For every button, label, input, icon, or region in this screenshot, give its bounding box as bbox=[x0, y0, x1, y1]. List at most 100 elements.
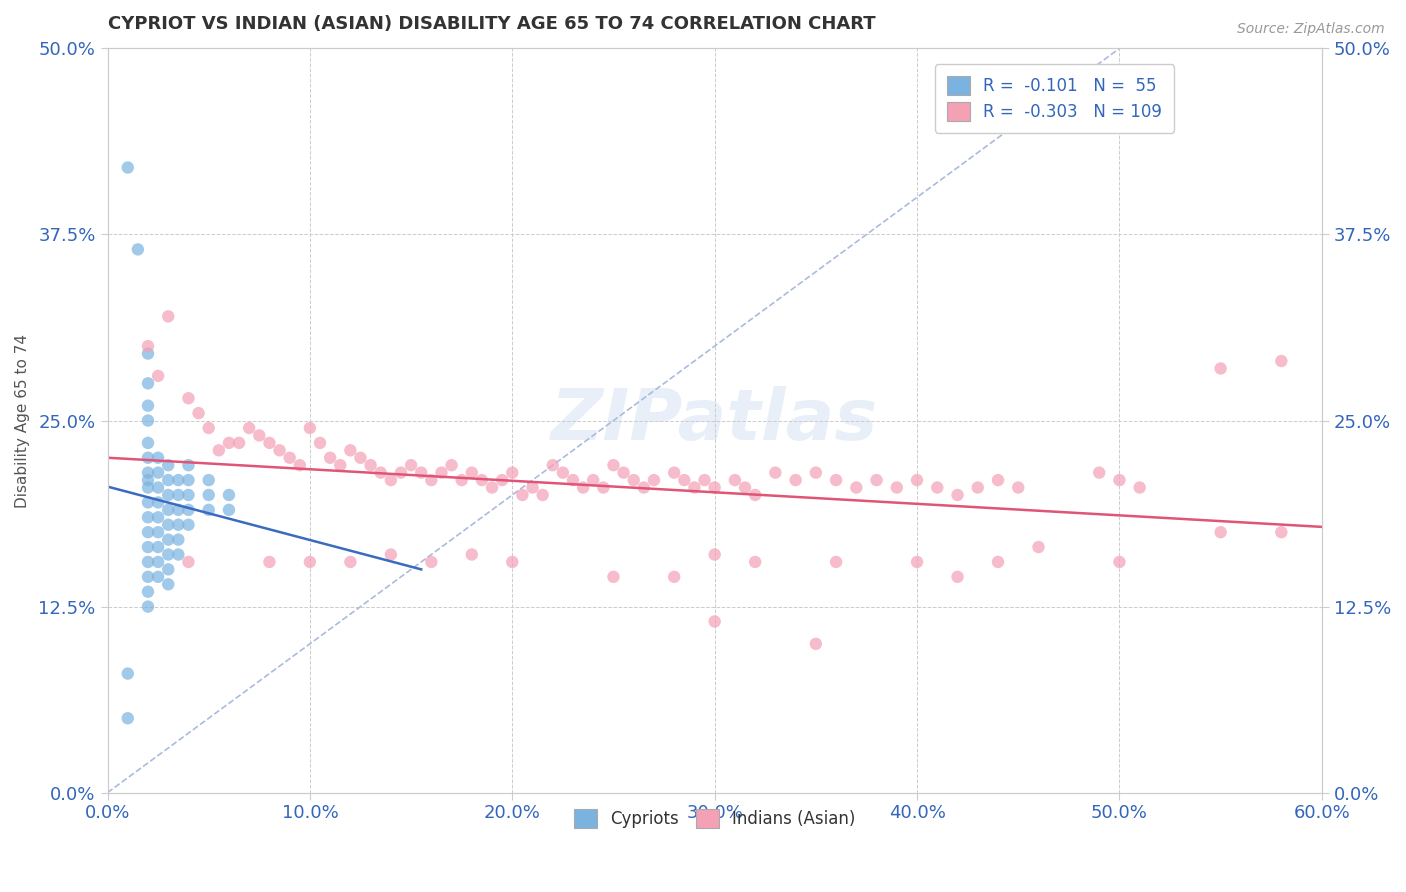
Point bbox=[703, 481, 725, 495]
Point bbox=[693, 473, 716, 487]
Point bbox=[278, 450, 301, 465]
Point bbox=[218, 503, 240, 517]
Point bbox=[247, 428, 270, 442]
Point bbox=[197, 488, 219, 502]
Point bbox=[551, 466, 574, 480]
Point bbox=[136, 339, 159, 353]
Point bbox=[1129, 481, 1152, 495]
Point bbox=[146, 495, 169, 509]
Point bbox=[450, 473, 472, 487]
Point bbox=[531, 488, 554, 502]
Point bbox=[136, 466, 159, 480]
Point bbox=[136, 540, 159, 554]
Point bbox=[157, 548, 180, 562]
Point bbox=[643, 473, 665, 487]
Point bbox=[136, 435, 159, 450]
Point bbox=[349, 450, 371, 465]
Point bbox=[197, 473, 219, 487]
Point bbox=[177, 391, 200, 405]
Point bbox=[136, 473, 159, 487]
Point bbox=[572, 481, 595, 495]
Point bbox=[157, 577, 180, 591]
Point bbox=[136, 413, 159, 427]
Point bbox=[724, 473, 747, 487]
Point bbox=[987, 555, 1010, 569]
Point bbox=[592, 481, 614, 495]
Point bbox=[177, 488, 200, 502]
Point bbox=[1007, 481, 1029, 495]
Point bbox=[461, 466, 484, 480]
Point bbox=[157, 458, 180, 473]
Point bbox=[146, 540, 169, 554]
Point bbox=[602, 570, 624, 584]
Point bbox=[157, 310, 180, 324]
Point bbox=[664, 570, 686, 584]
Point bbox=[703, 615, 725, 629]
Point bbox=[167, 473, 190, 487]
Point bbox=[177, 458, 200, 473]
Y-axis label: Disability Age 65 to 74: Disability Age 65 to 74 bbox=[15, 334, 30, 508]
Point bbox=[339, 555, 361, 569]
Point bbox=[845, 481, 868, 495]
Point bbox=[886, 481, 908, 495]
Point bbox=[146, 555, 169, 569]
Point bbox=[136, 525, 159, 540]
Point bbox=[785, 473, 807, 487]
Point bbox=[1209, 525, 1232, 540]
Point bbox=[825, 473, 848, 487]
Point bbox=[329, 458, 352, 473]
Point bbox=[157, 533, 180, 547]
Point bbox=[522, 481, 544, 495]
Point bbox=[380, 473, 402, 487]
Point bbox=[471, 473, 494, 487]
Point bbox=[865, 473, 887, 487]
Point bbox=[269, 443, 291, 458]
Point bbox=[562, 473, 585, 487]
Point bbox=[146, 368, 169, 383]
Point bbox=[298, 421, 321, 435]
Point bbox=[613, 466, 636, 480]
Point bbox=[117, 161, 139, 175]
Point bbox=[966, 481, 988, 495]
Text: Source: ZipAtlas.com: Source: ZipAtlas.com bbox=[1237, 22, 1385, 37]
Point bbox=[501, 466, 523, 480]
Point bbox=[157, 503, 180, 517]
Point bbox=[1270, 354, 1292, 368]
Point bbox=[804, 466, 827, 480]
Point bbox=[946, 570, 969, 584]
Point bbox=[197, 503, 219, 517]
Point bbox=[602, 458, 624, 473]
Point bbox=[683, 481, 706, 495]
Point bbox=[744, 488, 766, 502]
Point bbox=[370, 466, 392, 480]
Point bbox=[825, 555, 848, 569]
Point bbox=[136, 584, 159, 599]
Point bbox=[177, 473, 200, 487]
Point bbox=[177, 517, 200, 532]
Point bbox=[744, 555, 766, 569]
Point bbox=[136, 346, 159, 360]
Point bbox=[167, 533, 190, 547]
Point bbox=[399, 458, 422, 473]
Point bbox=[228, 435, 250, 450]
Point bbox=[218, 488, 240, 502]
Point bbox=[946, 488, 969, 502]
Point bbox=[734, 481, 756, 495]
Point bbox=[177, 555, 200, 569]
Point bbox=[1209, 361, 1232, 376]
Point bbox=[430, 466, 453, 480]
Point bbox=[905, 555, 928, 569]
Point bbox=[804, 637, 827, 651]
Point bbox=[420, 473, 443, 487]
Point bbox=[136, 399, 159, 413]
Point bbox=[1270, 525, 1292, 540]
Point bbox=[146, 510, 169, 524]
Point bbox=[136, 481, 159, 495]
Point bbox=[339, 443, 361, 458]
Point bbox=[1108, 555, 1130, 569]
Point bbox=[136, 495, 159, 509]
Point bbox=[117, 711, 139, 725]
Point bbox=[541, 458, 564, 473]
Point bbox=[167, 517, 190, 532]
Point bbox=[167, 548, 190, 562]
